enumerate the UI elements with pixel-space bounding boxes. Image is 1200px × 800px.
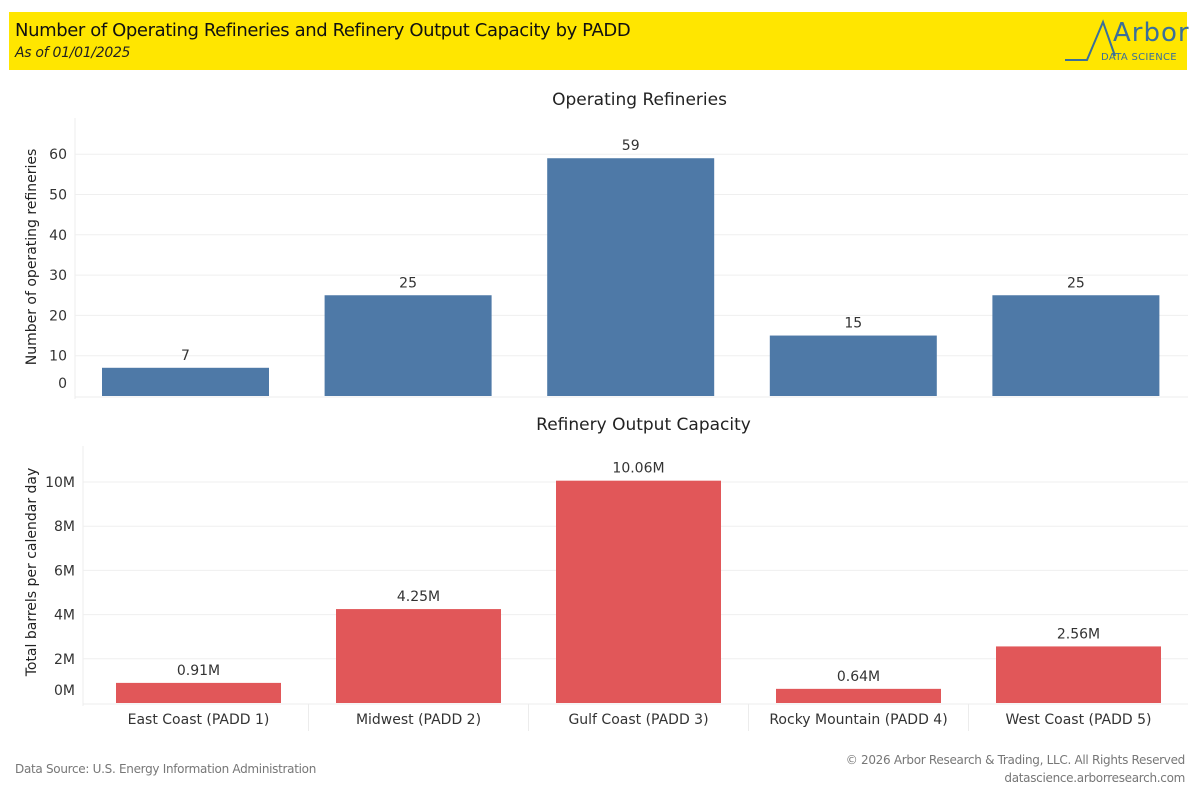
capacity-y-tick-label: 6M xyxy=(54,563,75,579)
refineries-data-label: 15 xyxy=(844,316,862,332)
refineries-data-label: 25 xyxy=(1067,275,1085,291)
refineries-bar xyxy=(992,295,1160,396)
capacity-y-tick-label: 4M xyxy=(54,608,75,624)
refineries-bar xyxy=(102,367,269,396)
capacity-data-label: 0.64M xyxy=(837,669,880,685)
capacity-y-tick-label: 10M xyxy=(45,475,75,491)
x-category-label: Rocky Mountain (PADD 4) xyxy=(769,712,947,728)
refineries-chart-title: Operating Refineries xyxy=(552,90,727,110)
refineries-bar xyxy=(769,335,937,396)
capacity-data-label: 0.91M xyxy=(177,663,220,679)
refineries-y-axis-label: Number of operating refineries xyxy=(24,149,40,366)
logo-peak-icon xyxy=(1065,19,1116,61)
refineries-y-tick-label: 30 xyxy=(49,268,67,284)
refineries-bar xyxy=(324,295,492,396)
refineries-data-label: 7 xyxy=(181,348,190,364)
capacity-data-label: 2.56M xyxy=(1057,626,1100,642)
refineries-y-tick-label: 40 xyxy=(49,228,67,244)
refineries-y-tick-label: 10 xyxy=(49,349,67,365)
capacity-data-label: 4.25M xyxy=(397,589,440,605)
capacity-bar xyxy=(336,609,501,703)
x-category-label: West Coast (PADD 5) xyxy=(1006,712,1152,728)
capacity-bar xyxy=(556,480,721,703)
capacity-y-axis-label: Total barrels per calendar day xyxy=(24,468,40,678)
capacity-chart-title: Refinery Output Capacity xyxy=(536,415,751,435)
capacity-data-label: 10.06M xyxy=(612,461,664,477)
capacity-y-tick-label: 8M xyxy=(54,519,75,535)
refineries-bar xyxy=(547,158,715,396)
website-link[interactable]: datascience.arborresearch.com xyxy=(1004,771,1185,785)
capacity-bar xyxy=(776,688,941,703)
x-category-label: Gulf Coast (PADD 3) xyxy=(568,712,708,728)
capacity-bar xyxy=(996,646,1161,703)
logo-word: Arbor xyxy=(1113,18,1190,48)
capacity-y-tick-label: 2M xyxy=(54,652,75,668)
refineries-data-label: 59 xyxy=(622,138,640,154)
data-source: Data Source: U.S. Energy Information Adm… xyxy=(15,762,316,776)
refineries-y-tick-label: 0 xyxy=(58,376,67,392)
refineries-y-tick-label: 50 xyxy=(49,188,67,204)
arbor-logo: Arbor DATA SCIENCE xyxy=(1059,16,1191,68)
capacity-y-tick-label: 0M xyxy=(54,683,75,699)
refineries-data-label: 25 xyxy=(399,275,417,291)
header-banner: Number of Operating Refineries and Refin… xyxy=(9,12,1189,70)
capacity-bar xyxy=(116,682,281,703)
refineries-y-tick-label: 60 xyxy=(49,147,67,163)
logo-subtitle: DATA SCIENCE xyxy=(1101,52,1177,63)
page-title: Number of Operating Refineries and Refin… xyxy=(15,20,631,41)
copyright: © 2026 Arbor Research & Trading, LLC. Al… xyxy=(845,753,1186,767)
refineries-y-tick-label: 20 xyxy=(49,308,67,324)
page-subtitle: As of 01/01/2025 xyxy=(15,45,131,61)
x-category-label: East Coast (PADD 1) xyxy=(128,712,270,728)
x-category-label: Midwest (PADD 2) xyxy=(356,712,481,728)
